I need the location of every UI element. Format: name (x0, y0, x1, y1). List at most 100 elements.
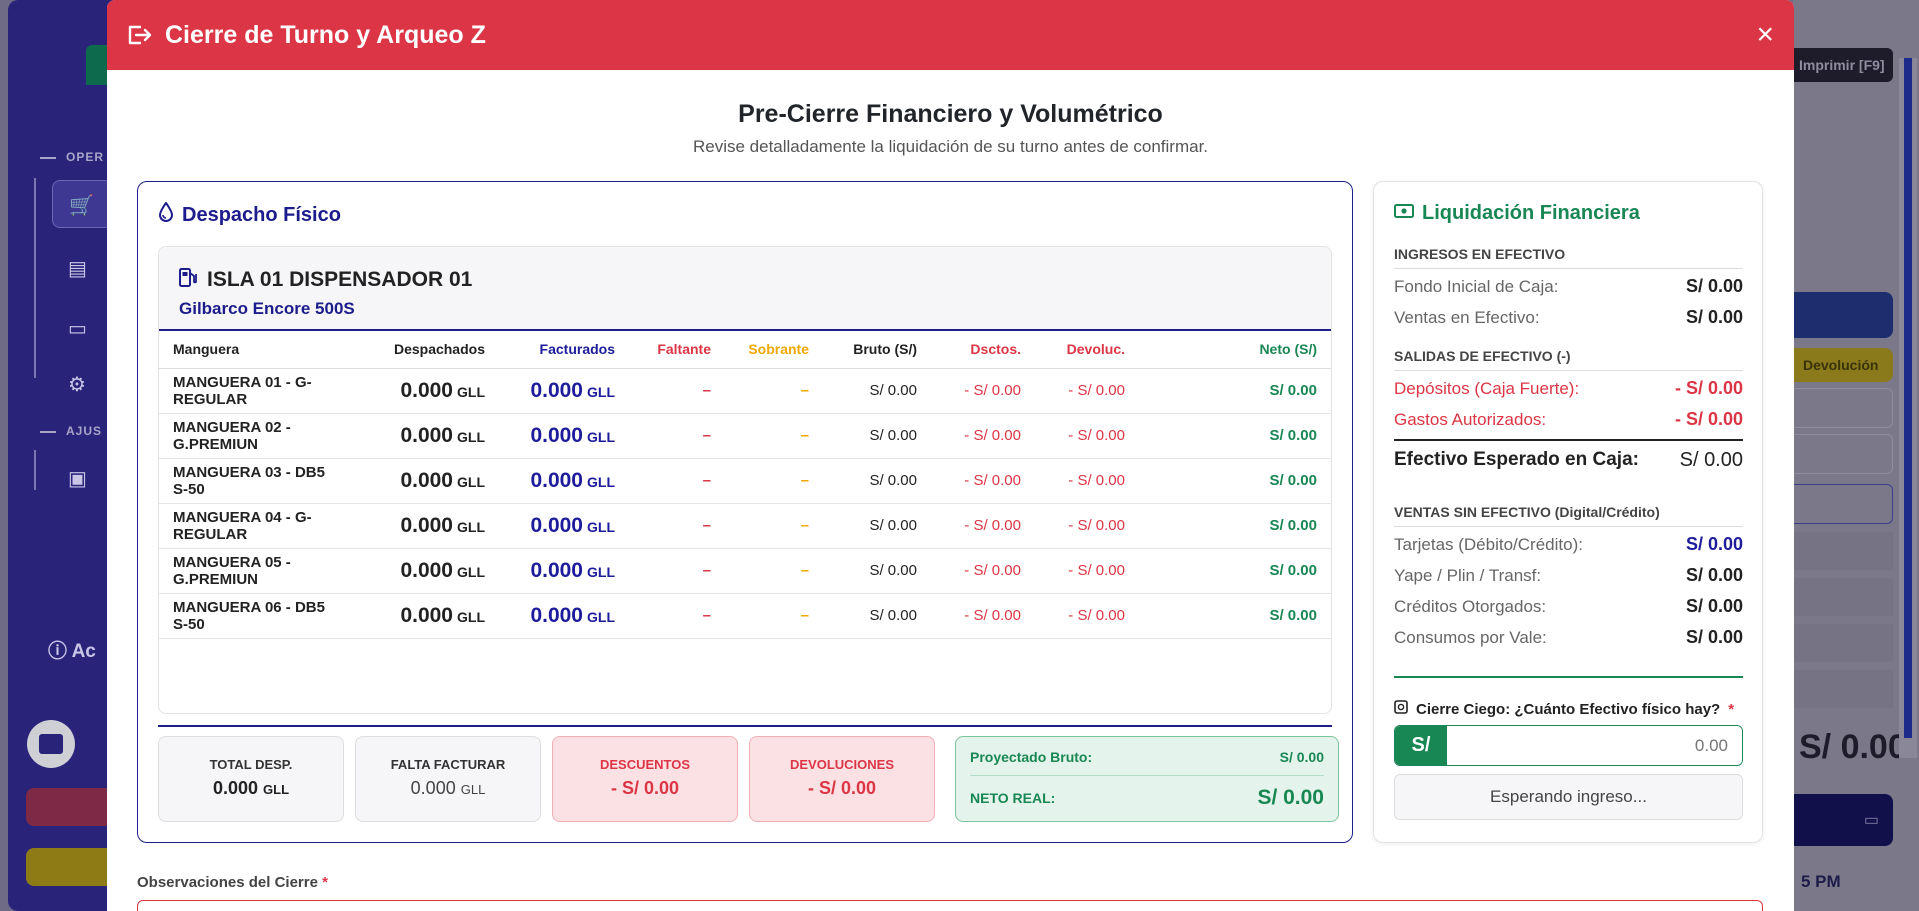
cash-count-input[interactable] (1447, 726, 1742, 765)
hose-neto: S/ 0.00 (1139, 548, 1331, 594)
hose-despachados: 0.000 GLL (349, 458, 499, 504)
background-nav-cart: 🛒 (52, 180, 112, 228)
currency-prefix: S/ (1395, 726, 1447, 765)
exit-icon (127, 24, 153, 46)
hose-facturados: 0.000 GLL (499, 413, 629, 459)
table-row: MANGUERA 06 - DB5 S-50 0.000 GLL 0.000 GLL – –… (159, 593, 1331, 639)
table-row: MANGUERA 05 - G.PREMIUN 0.000 GLL 0.000 GLL –… (159, 548, 1331, 594)
cierre-ciego-label: Cierre Ciego: ¿Cuánto Efectivo físico ha… (1394, 700, 1734, 718)
hose-facturados: 0.000 GLL (499, 548, 629, 594)
yape-row: Yape / Plin / Transf: S/ 0.00 (1394, 565, 1743, 585)
hose-dsctos: - S/ 0.00 (931, 593, 1035, 639)
drop-icon (158, 201, 174, 228)
hose-devoluc: - S/ 0.00 (1035, 548, 1139, 594)
ventas-efectivo-row: Ventas en Efectivo: S/ 0.00 (1394, 307, 1743, 327)
hose-neto: S/ 0.00 (1139, 458, 1331, 504)
descuentos-box: DESCUENTOS - S/ 0.00 (552, 736, 738, 822)
background-blue-button (1793, 292, 1893, 338)
background-row (1793, 578, 1893, 616)
background-input (1793, 388, 1893, 428)
liquidacion-card: Liquidación Financiera INGRESOS EN EFECT… (1373, 181, 1763, 843)
observaciones-textarea[interactable] (137, 900, 1763, 911)
total-desp-box: TOTAL DESP. 0.000 GLL (158, 736, 344, 822)
col-sobrante: Sobrante (725, 331, 823, 369)
fondo-row: Fondo Inicial de Caja: S/ 0.00 (1394, 276, 1743, 296)
hose-bruto: S/ 0.00 (823, 593, 931, 639)
background-row (1793, 532, 1893, 570)
col-dsctos: Dsctos. (931, 331, 1035, 369)
hose-devoluc: - S/ 0.00 (1035, 503, 1139, 549)
dispenser-box: ISLA 01 DISPENSADOR 01 Gilbarco Encore 5… (158, 246, 1332, 714)
dispenser-header: ISLA 01 DISPENSADOR 01 Gilbarco Encore 5… (159, 247, 1331, 331)
cash-count-field: S/ (1394, 725, 1743, 766)
despacho-title-text: Despacho Físico (182, 203, 341, 226)
background-row (1793, 624, 1893, 662)
hose-bruto: S/ 0.00 (823, 413, 931, 459)
background-right-panel: Imprimir [F9] Devolución S/ 0.00 ▭ 5 PM (1793, 0, 1919, 911)
gastos-row: Gastos Autorizados: - S/ 0.00 (1394, 409, 1743, 429)
hose-name: MANGUERA 05 - G.PREMIUN (159, 548, 349, 594)
creditos-row: Créditos Otorgados: S/ 0.00 (1394, 596, 1743, 616)
hose-sobrante: – (725, 548, 823, 594)
safe-icon (1394, 700, 1408, 718)
summary-divider (158, 725, 1332, 727)
proyectado-label: Proyectado Bruto: (970, 749, 1093, 765)
depositos-row: Depósitos (Caja Fuerte): - S/ 0.00 (1394, 378, 1743, 398)
hose-neto: S/ 0.00 (1139, 413, 1331, 459)
background-nav-cash: ▭ (68, 318, 87, 340)
modal-header: Cierre de Turno y Arqueo Z × (107, 0, 1794, 70)
hose-name: MANGUERA 03 - DB5 S-50 (159, 458, 349, 504)
background-scrollbar (1899, 58, 1917, 758)
hose-despachados: 0.000 GLL (349, 368, 499, 414)
vale-row: Consumos por Vale: S/ 0.00 (1394, 627, 1743, 647)
hose-neto: S/ 0.00 (1139, 503, 1331, 549)
total-desp-label: TOTAL DESP. (209, 757, 293, 772)
hose-devoluc: - S/ 0.00 (1035, 458, 1139, 504)
blind-close-divider (1394, 676, 1743, 678)
efectivo-esperado-row: Efectivo Esperado en Caja: S/ 0.00 (1394, 439, 1743, 479)
table-row: MANGUERA 02 - G.PREMIUN 0.000 GLL 0.000 GLL –… (159, 413, 1331, 459)
hose-dsctos: - S/ 0.00 (931, 458, 1035, 504)
col-faltante: Faltante (629, 331, 725, 369)
hose-neto: S/ 0.00 (1139, 368, 1331, 414)
modal-title: Cierre de Turno y Arqueo Z (165, 20, 486, 49)
background-section-oper: OPER (40, 150, 104, 164)
col-neto: Neto (S/) (1139, 331, 1331, 369)
hose-bruto: S/ 0.00 (823, 503, 931, 549)
falta-facturar-box: FALTA FACTURAR 0.000 GLL (355, 736, 541, 822)
closing-modal: Cierre de Turno y Arqueo Z × Pre-Cierre … (107, 0, 1794, 911)
table-row: MANGUERA 03 - DB5 S-50 0.000 GLL 0.000 GLL – –… (159, 458, 1331, 504)
background-row (1793, 670, 1893, 708)
waiting-button[interactable]: Esperando ingreso... (1394, 774, 1743, 820)
page-title: Pre-Cierre Financiero y Volumétrico (738, 100, 1163, 128)
background-nav-list: ▤ (68, 258, 87, 280)
hose-faltante: – (629, 458, 725, 504)
falta-facturar-value: 0.000 GLL (410, 778, 486, 798)
dispenser-name: ISLA 01 DISPENSADOR 01 (207, 268, 473, 291)
hose-name: MANGUERA 06 - DB5 S-50 (159, 593, 349, 639)
hose-devoluc: - S/ 0.00 (1035, 368, 1139, 414)
fuel-pump-icon (179, 267, 197, 293)
hose-despachados: 0.000 GLL (349, 413, 499, 459)
hose-dsctos: - S/ 0.00 (931, 368, 1035, 414)
hose-dsctos: - S/ 0.00 (931, 413, 1035, 459)
hose-neto: S/ 0.00 (1139, 593, 1331, 639)
hose-bruto: S/ 0.00 (823, 368, 931, 414)
hose-faltante: – (629, 548, 725, 594)
background-tree-line-2 (34, 450, 36, 490)
falta-facturar-label: FALTA FACTURAR (390, 757, 506, 772)
tarjetas-row: Tarjetas (Débito/Crédito): S/ 0.00 (1394, 534, 1743, 554)
hose-name: MANGUERA 01 - G-REGULAR (159, 368, 349, 414)
background-tree-line (34, 178, 36, 378)
dispenser-model: Gilbarco Encore 500S (179, 299, 355, 318)
total-desp-value: 0.000 GLL (212, 778, 290, 798)
hose-bruto: S/ 0.00 (823, 458, 931, 504)
devoluciones-label: DEVOLUCIONES (789, 757, 894, 772)
hose-faltante: – (629, 503, 725, 549)
despacho-title: Despacho Físico (158, 201, 341, 228)
hose-name: MANGUERA 02 - G.PREMIUN (159, 413, 349, 459)
background-input (1793, 484, 1893, 524)
close-button[interactable]: × (1756, 18, 1774, 51)
page-subtitle: Revise detalladamente la liquidación de … (692, 137, 1209, 156)
background-navy-button: ▭ (1793, 794, 1893, 846)
